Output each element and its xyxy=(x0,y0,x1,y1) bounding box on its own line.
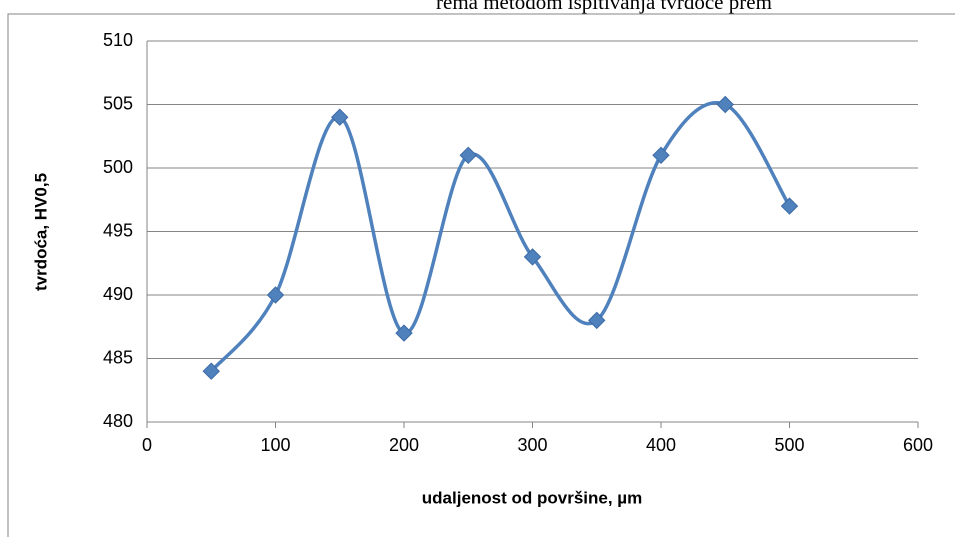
y-tick-label: 505 xyxy=(103,93,133,113)
x-axis-label: udaljenost od površine, µm xyxy=(422,488,642,507)
x-tick-label: 500 xyxy=(774,435,804,455)
marker xyxy=(266,286,285,304)
marker xyxy=(652,146,670,165)
x-tick-label: 0 xyxy=(142,435,152,455)
marker xyxy=(780,197,799,215)
x-tick-label: 300 xyxy=(517,435,547,455)
chart-frame xyxy=(7,13,955,537)
x-tick-label: 100 xyxy=(260,435,290,455)
marker xyxy=(588,311,606,330)
y-tick-label: 500 xyxy=(103,157,133,177)
x-tick-label: 200 xyxy=(389,435,419,455)
marker xyxy=(202,362,220,380)
marker xyxy=(331,108,349,126)
y-tick-label: 480 xyxy=(103,411,133,431)
y-axis-label: tvrdoća, HV0,5 xyxy=(31,173,50,291)
marker xyxy=(459,146,477,165)
y-tick-label: 485 xyxy=(103,347,133,367)
series-line xyxy=(209,101,791,373)
marker xyxy=(523,248,542,266)
x-tick-label: 400 xyxy=(646,435,676,455)
annotation: rema metodom ispitivanja tvrdoće prem xyxy=(436,0,772,14)
y-tick-label: 490 xyxy=(103,284,133,304)
marker xyxy=(395,324,413,342)
x-tick-label: 600 xyxy=(903,435,933,455)
marker xyxy=(716,95,734,114)
y-tick-label: 510 xyxy=(103,30,133,50)
y-tick-label: 495 xyxy=(103,220,133,240)
